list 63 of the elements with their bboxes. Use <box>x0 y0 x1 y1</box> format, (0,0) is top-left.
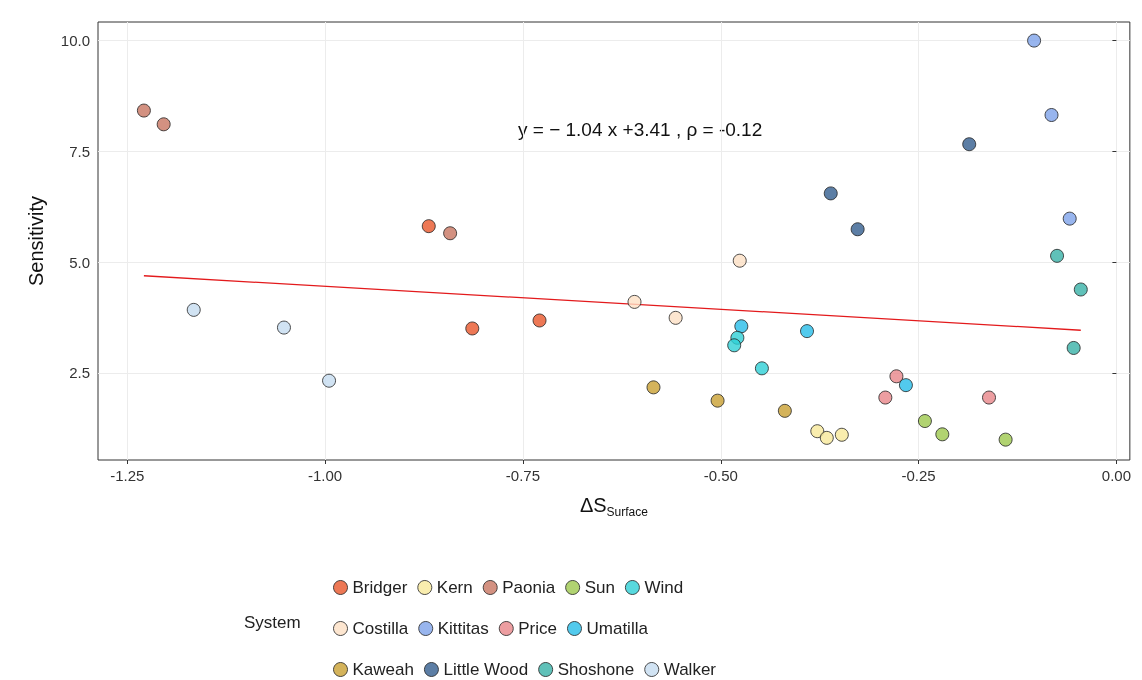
legend-label: Kern <box>436 578 473 597</box>
point <box>823 186 838 201</box>
legend-label: Kittitas <box>437 619 489 638</box>
point <box>834 427 849 442</box>
legend-label: Paonia <box>502 578 556 597</box>
x-tick-label: 0.00 <box>1101 467 1131 484</box>
point <box>532 313 547 328</box>
point <box>754 361 769 376</box>
legend-label: Kaweah <box>352 660 414 679</box>
legend-title: System <box>244 613 301 632</box>
point <box>982 390 996 405</box>
point <box>800 324 814 339</box>
point <box>156 117 171 132</box>
legend-label: Shoshone <box>557 660 635 679</box>
point <box>465 321 480 336</box>
y-tick-label: 7.5 <box>69 142 90 160</box>
point <box>732 253 747 268</box>
point <box>443 226 458 241</box>
point <box>1050 248 1065 263</box>
x-tick-label: -0.75 <box>505 467 541 484</box>
point <box>710 393 725 408</box>
point <box>998 432 1013 447</box>
point <box>810 424 825 439</box>
point <box>727 338 742 353</box>
x-tick-label: -0.25 <box>901 467 936 484</box>
legend-label: Price <box>518 619 557 638</box>
point <box>889 369 904 384</box>
point <box>646 380 661 395</box>
point <box>734 319 749 334</box>
legend-label: Sun <box>584 578 615 597</box>
point <box>898 378 913 393</box>
legend-label: Costilla <box>352 619 409 638</box>
point <box>136 103 151 118</box>
point <box>1062 211 1077 226</box>
point <box>1027 33 1042 48</box>
y-tick-label: 10.0 <box>60 32 90 50</box>
legend-label: Umatilla <box>586 619 649 638</box>
point <box>421 219 436 234</box>
point <box>1044 108 1059 122</box>
y-axis-title: Sensitivity <box>25 195 47 287</box>
point <box>186 302 201 317</box>
point <box>819 430 834 445</box>
point <box>627 294 642 309</box>
legend-label: Wind <box>644 578 684 597</box>
y-tick-label: 2.5 <box>69 364 90 382</box>
x-tick-label: -0.50 <box>703 467 738 484</box>
point <box>322 373 337 388</box>
point <box>276 320 291 335</box>
legend-label: Walker <box>663 660 717 679</box>
point <box>962 137 977 152</box>
point <box>777 403 792 418</box>
legend-label: Bridger <box>352 578 408 597</box>
x-tick-label: -1.25 <box>110 467 145 484</box>
point <box>668 310 683 325</box>
point <box>850 222 865 237</box>
x-tick-label: -1.00 <box>308 467 343 484</box>
point <box>1066 340 1081 355</box>
point <box>1073 282 1088 297</box>
point <box>917 414 932 429</box>
point <box>935 427 950 442</box>
y-tick-label: 5.0 <box>69 253 90 271</box>
point <box>878 390 893 405</box>
legend-label: Little Wood <box>443 660 529 679</box>
